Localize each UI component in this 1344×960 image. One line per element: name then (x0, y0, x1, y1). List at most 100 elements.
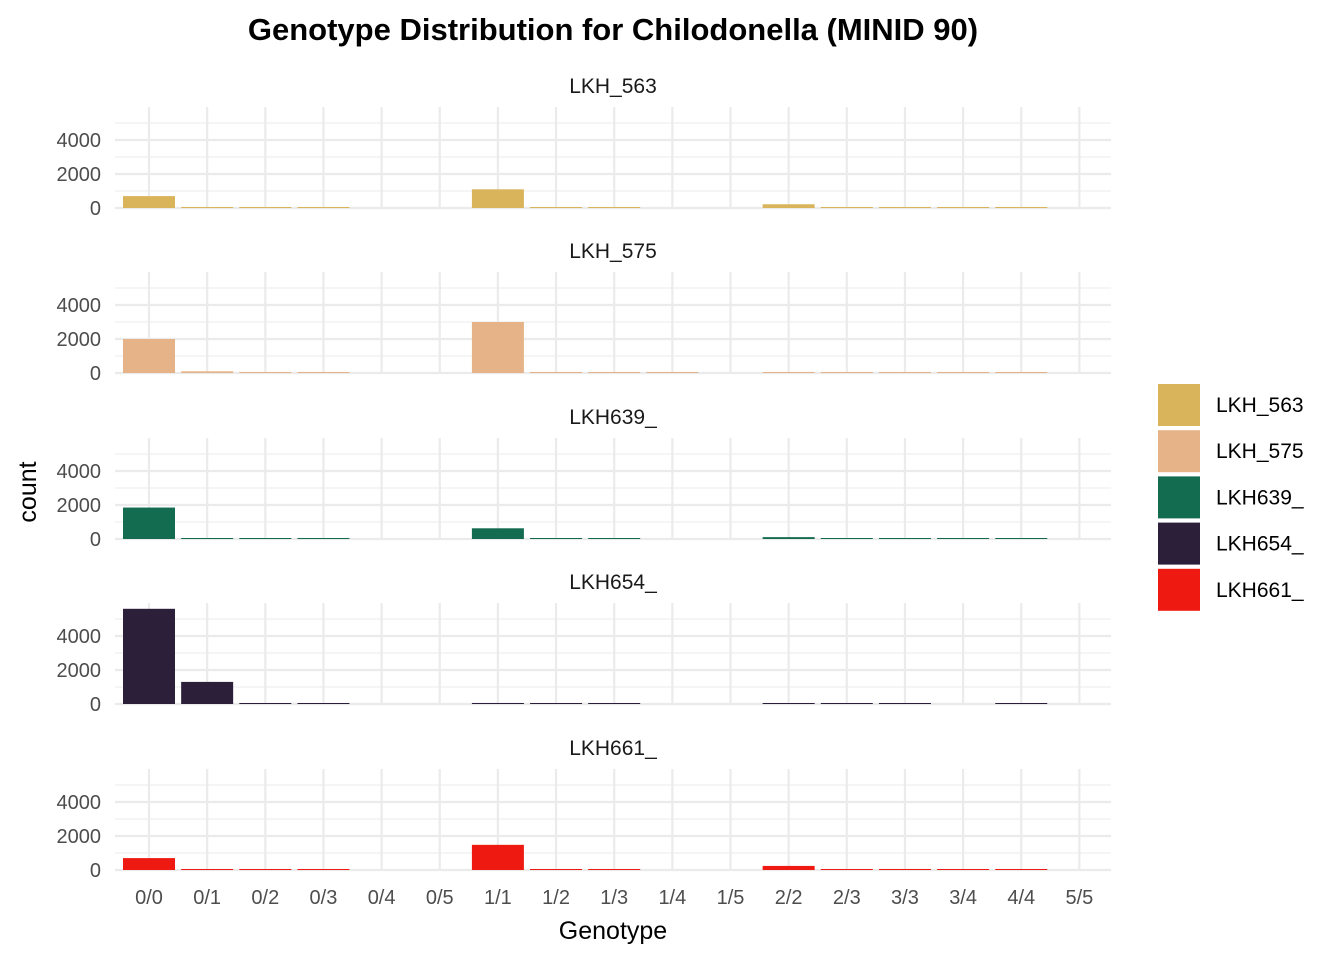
bar (123, 858, 175, 870)
bar (297, 703, 350, 704)
bar (471, 322, 524, 373)
bar (530, 207, 583, 208)
facet-panel: LKH_575 0 2000 4000 (57, 240, 1111, 385)
x-tick-label: 1/1 (484, 887, 512, 909)
bar (530, 371, 583, 373)
bar (762, 371, 815, 373)
bar (239, 372, 292, 373)
facet-panel: LKH661_ 0 2000 4000 (57, 737, 1111, 882)
legend-label: LKH661_ (1216, 579, 1304, 602)
x-tick-label: 0/2 (251, 887, 279, 909)
bar (762, 204, 815, 208)
bar (878, 538, 931, 539)
y-tick-label: 0 (90, 198, 101, 220)
bar (588, 869, 641, 870)
bar (878, 703, 931, 704)
legend-label: LKH_563 (1216, 394, 1304, 417)
y-tick-label: 2000 (57, 329, 102, 351)
bar (820, 207, 873, 208)
x-tick-label: 5/5 (1065, 887, 1093, 909)
bar (471, 189, 524, 208)
legend-item: LKH_563 (1158, 384, 1304, 426)
bar (995, 207, 1048, 208)
bar (762, 865, 815, 870)
legend-item: LKH654_ (1158, 522, 1304, 565)
x-tick-label: 1/2 (542, 887, 570, 909)
facet-panel: LKH654_ 0 2000 4000 (57, 571, 1111, 716)
bar (588, 372, 641, 373)
x-tick-label: 0/0 (135, 887, 163, 909)
x-axis-title: Genotype (559, 917, 667, 945)
bar (239, 538, 292, 539)
bar (820, 372, 873, 373)
bar (995, 538, 1048, 539)
x-axis-ticks: 0/0 0/1 0/2 0/3 0/4 0/5 1/1 1/2 1/3 1/4 1/5 2/2 2/3 3… (135, 887, 1093, 909)
bar (239, 703, 292, 704)
y-tick-label: 4000 (57, 295, 102, 317)
bar (878, 207, 931, 208)
y-tick-label: 0 (90, 363, 101, 385)
y-tick-label: 2000 (57, 660, 102, 682)
legend-item: LKH661_ (1158, 568, 1304, 611)
legend-key (1158, 568, 1200, 611)
bar (181, 869, 234, 870)
x-tick-label: 0/1 (193, 887, 221, 909)
y-tick-label: 2000 (57, 826, 102, 848)
y-tick-label: 0 (90, 860, 101, 882)
x-tick-label: 2/3 (833, 887, 861, 909)
facet-strip-label: LKH661_ (569, 737, 657, 760)
bar (878, 372, 931, 373)
y-tick-label: 4000 (57, 461, 102, 483)
bar (181, 681, 234, 704)
bar (995, 703, 1048, 704)
y-tick-label: 2000 (57, 495, 102, 517)
facet-strip-label: LKH_563 (569, 75, 657, 98)
bar (937, 372, 990, 373)
y-axis-title: count (14, 461, 42, 522)
x-tick-label: 0/3 (310, 887, 338, 909)
bar (123, 339, 175, 373)
bar (471, 844, 524, 870)
bar (123, 196, 175, 208)
bar (123, 507, 175, 539)
x-tick-label: 0/5 (426, 887, 454, 909)
bar (820, 703, 873, 704)
bar (239, 869, 292, 870)
legend-key (1158, 522, 1200, 565)
bar (297, 538, 350, 539)
facet-panel: LKH_563 0 2000 4000 (57, 75, 1111, 220)
legend-item: LKH_575 (1158, 430, 1304, 473)
x-tick-label: 2/2 (775, 887, 803, 909)
bar (181, 538, 234, 539)
bar (297, 372, 350, 373)
x-tick-label: 1/5 (717, 887, 745, 909)
bar (181, 207, 234, 208)
bar (123, 608, 175, 704)
bar (820, 869, 873, 870)
facet-strip-label: LKH_575 (569, 240, 657, 263)
y-tick-label: 4000 (57, 626, 102, 648)
y-tick-label: 0 (90, 694, 101, 716)
bar (588, 538, 641, 539)
legend-label: LKH654_ (1216, 533, 1304, 556)
bar (239, 207, 292, 208)
bar (646, 372, 699, 373)
y-tick-label: 2000 (57, 164, 102, 186)
bar (878, 868, 931, 870)
bar (995, 372, 1048, 373)
legend-label: LKH_575 (1216, 440, 1304, 463)
bar (471, 702, 524, 704)
y-tick-label: 0 (90, 529, 101, 551)
legend-item: LKH639_ (1158, 476, 1304, 519)
bar (297, 207, 350, 208)
bar (530, 703, 583, 704)
bar (995, 869, 1048, 870)
x-tick-label: 3/4 (949, 887, 977, 909)
bar (762, 537, 815, 539)
legend-label: LKH639_ (1216, 486, 1304, 509)
chart-title: Genotype Distribution for Chilodonella (… (248, 12, 978, 47)
y-tick-label: 4000 (57, 792, 102, 814)
facet-panels: LKH_563 0 2000 4000 LKH_575 0 2000 4000 LKH639_ 0… (57, 75, 1111, 909)
bar (181, 371, 234, 373)
